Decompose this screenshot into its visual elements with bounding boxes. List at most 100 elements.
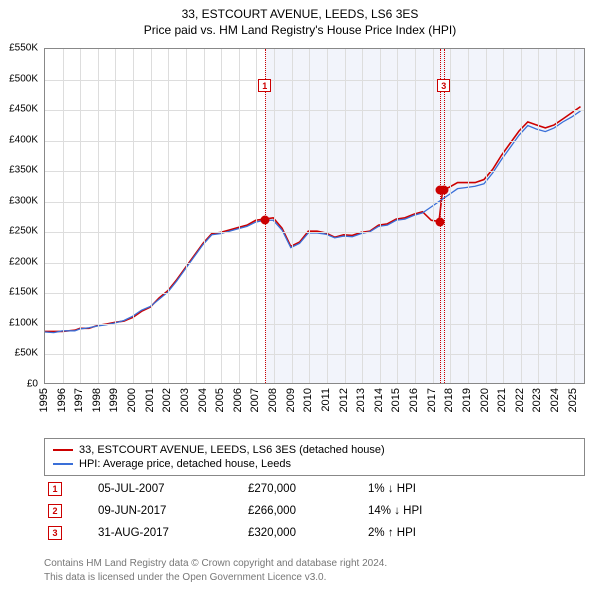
gridline-v: [221, 49, 222, 383]
x-tick-label: 2012: [338, 388, 350, 412]
x-tick-label: 1997: [73, 388, 85, 412]
gridline-v: [538, 49, 539, 383]
gridline-v: [503, 49, 504, 383]
x-tick-label: 2017: [426, 388, 438, 412]
x-tick-label: 2020: [479, 388, 491, 412]
transaction-date: 31-AUG-2017: [98, 527, 248, 539]
transaction-row: 3 31-AUG-2017£320,0002% ↑ HPI: [44, 524, 585, 546]
y-tick-label: £150K: [9, 287, 38, 298]
transaction-number: 1: [48, 482, 62, 496]
transaction-number: 2: [48, 504, 62, 518]
transaction-dot: [440, 185, 449, 194]
gridline-v: [397, 49, 398, 383]
y-tick-label: £350K: [9, 165, 38, 176]
x-tick-label: 2021: [496, 388, 508, 412]
transaction-date: 09-JUN-2017: [98, 505, 248, 517]
gridline-v: [63, 49, 64, 383]
gridline-v: [468, 49, 469, 383]
footer-attribution: Contains HM Land Registry data © Crown c…: [44, 557, 585, 584]
y-tick-label: £550K: [9, 43, 38, 54]
x-tick-label: 2025: [567, 388, 579, 412]
transaction-price: £270,000: [248, 483, 368, 495]
transaction-marker: 3: [437, 79, 450, 92]
series-hpi: [45, 111, 581, 333]
gridline-v: [204, 49, 205, 383]
x-tick-label: 1995: [38, 388, 50, 412]
gridline-v: [292, 49, 293, 383]
gridline-v: [309, 49, 310, 383]
gridline-v: [521, 49, 522, 383]
gridline-v: [486, 49, 487, 383]
transaction-row: 2 09-JUN-2017£266,00014% ↓ HPI: [44, 502, 585, 524]
legend-swatch: [53, 449, 73, 451]
gridline-v: [450, 49, 451, 383]
x-tick-label: 2004: [197, 388, 209, 412]
transactions-table: 1 05-JUL-2007£270,0001% ↓ HPI 2 09-JUN-2017…: [44, 480, 585, 546]
transaction-diff: 14% ↓ HPI: [368, 505, 422, 517]
x-tick-label: 2005: [214, 388, 226, 412]
transaction-number: 3: [48, 526, 62, 540]
x-tick-label: 2009: [285, 388, 297, 412]
legend: 33, ESTCOURT AVENUE, LEEDS, LS6 3ES (det…: [44, 438, 585, 476]
x-tick-label: 2002: [161, 388, 173, 412]
x-tick-label: 2003: [179, 388, 191, 412]
gridline-v: [345, 49, 346, 383]
x-tick-label: 2010: [302, 388, 314, 412]
gridline-v: [415, 49, 416, 383]
chart-subtitle: Price paid vs. HM Land Registry's House …: [0, 23, 600, 41]
y-tick-label: £500K: [9, 73, 38, 84]
transaction-date: 05-JUL-2007: [98, 483, 248, 495]
gridline-v: [80, 49, 81, 383]
plot-area: 13: [44, 48, 585, 384]
x-tick-label: 2011: [320, 388, 332, 412]
gridline-v: [362, 49, 363, 383]
gridline-v: [151, 49, 152, 383]
gridline-v: [327, 49, 328, 383]
x-tick-label: 2023: [531, 388, 543, 412]
legend-swatch: [53, 463, 73, 465]
gridline-v: [98, 49, 99, 383]
transaction-price: £266,000: [248, 505, 368, 517]
x-tick-label: 2015: [390, 388, 402, 412]
x-tick-label: 2014: [373, 388, 385, 412]
chart-container: { "title": "33, ESTCOURT AVENUE, LEEDS, …: [0, 0, 600, 590]
transaction-vline: [440, 49, 441, 383]
gridline-v: [556, 49, 557, 383]
x-tick-label: 1999: [108, 388, 120, 412]
y-tick-label: £450K: [9, 104, 38, 115]
gridline-v: [133, 49, 134, 383]
x-tick-label: 1998: [91, 388, 103, 412]
legend-label: 33, ESTCOURT AVENUE, LEEDS, LS6 3ES (det…: [79, 444, 385, 456]
gridline-v: [433, 49, 434, 383]
transaction-vline: [444, 49, 445, 383]
transaction-price: £320,000: [248, 527, 368, 539]
legend-label: HPI: Average price, detached house, Leed…: [79, 458, 291, 470]
y-axis-labels: £0£50K£100K£150K£200K£250K£300K£350K£400…: [0, 48, 42, 384]
x-tick-label: 2001: [144, 388, 156, 412]
transaction-row: 1 05-JUL-2007£270,0001% ↓ HPI: [44, 480, 585, 502]
gridline-v: [186, 49, 187, 383]
gridline-v: [274, 49, 275, 383]
x-tick-label: 1996: [56, 388, 68, 412]
gridline-v: [380, 49, 381, 383]
x-tick-label: 2018: [443, 388, 455, 412]
x-tick-label: 2013: [355, 388, 367, 412]
gridline-v: [574, 49, 575, 383]
gridline-v: [256, 49, 257, 383]
chart-title: 33, ESTCOURT AVENUE, LEEDS, LS6 3ES: [0, 0, 600, 23]
x-tick-label: 2019: [461, 388, 473, 412]
x-tick-label: 2006: [232, 388, 244, 412]
transaction-marker: 1: [258, 79, 271, 92]
legend-item: 33, ESTCOURT AVENUE, LEEDS, LS6 3ES (det…: [53, 443, 576, 457]
y-tick-label: £50K: [15, 348, 38, 359]
y-tick-label: £250K: [9, 226, 38, 237]
y-tick-label: £400K: [9, 134, 38, 145]
transaction-diff: 2% ↑ HPI: [368, 527, 416, 539]
x-axis-labels: 1995199619971998199920002001200220032004…: [44, 386, 585, 440]
y-tick-label: £200K: [9, 256, 38, 267]
legend-item: HPI: Average price, detached house, Leed…: [53, 457, 576, 471]
transaction-diff: 1% ↓ HPI: [368, 483, 416, 495]
gridline-v: [115, 49, 116, 383]
x-tick-label: 2007: [249, 388, 261, 412]
footer-line: Contains HM Land Registry data © Crown c…: [44, 557, 585, 571]
